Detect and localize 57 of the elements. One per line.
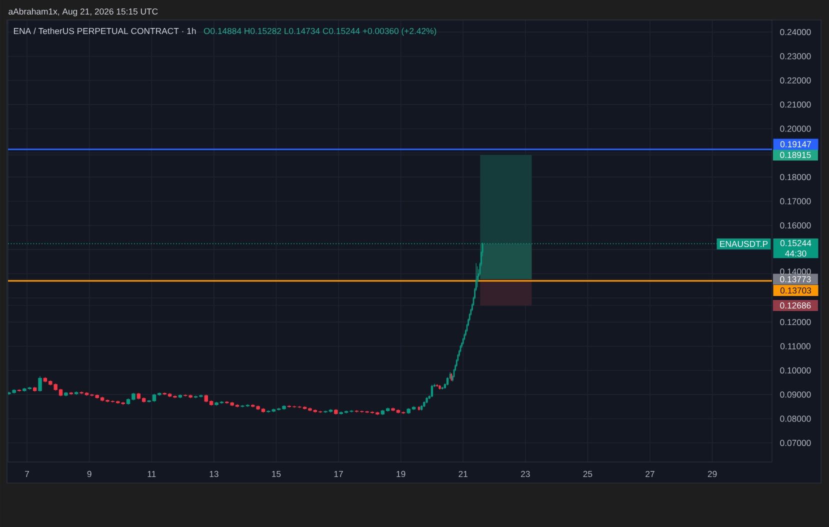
x-tick-label: 13: [210, 470, 218, 478]
y-tick-label: 0.10000: [780, 367, 811, 374]
text: aAbraham1x, Aug 21, 2026 15:15 UTC: [8, 8, 158, 16]
y-tick-label: 0.11000: [780, 343, 810, 350]
x-tick-label: 7: [25, 471, 30, 477]
candlestick: [32, 386, 37, 392]
x-tick-label: 21: [458, 470, 468, 478]
bar: [480, 244, 532, 280]
x-tick-label: 29: [708, 470, 717, 478]
x-tick-label: 15: [272, 470, 281, 478]
x-tick-label: 23: [521, 470, 530, 478]
y-tick-label: 0.18000: [780, 174, 811, 180]
y-tick-label: 0.09000: [780, 392, 811, 398]
candlestick: [441, 386, 444, 390]
candlestick: [423, 401, 426, 408]
y-tick-label: 0.16000: [780, 222, 811, 228]
candlestick: [17, 389, 22, 392]
y-tick-label: 0.18915: [780, 152, 811, 158]
text: O0.14884 H0.15282 L0.14734 C0.15244 +0.00360 (+2.42%): [204, 28, 436, 36]
y-tick-label: 0.22000: [780, 77, 811, 84]
candlestick: [426, 397, 428, 404]
y-tick-label: 0.14000: [780, 268, 811, 275]
candlestick: [430, 384, 434, 398]
candlestick: [420, 405, 423, 411]
y-tick-label: 0.17000: [780, 198, 811, 204]
candlestick: [74, 391, 78, 395]
candlestick: [38, 376, 42, 392]
bar: [480, 154, 532, 244]
candlestick: [436, 384, 438, 387]
ref-line-label: 0.13703: [780, 287, 812, 294]
candlestick: [438, 384, 441, 390]
x-tick-label: 9: [87, 470, 92, 478]
candlestick: [418, 406, 420, 411]
text: ENA / TetherUS PERPETUAL CONTRACT · 1h: [14, 28, 196, 34]
y-tick-label: 0.20000: [780, 126, 811, 132]
y-tick-label: 0.24000: [780, 29, 811, 36]
candlestick: [12, 389, 16, 394]
candlestick: [334, 409, 338, 415]
text: ENAUSDT.P: [720, 240, 768, 248]
bar: [480, 279, 532, 306]
x-tick-label: 11: [148, 471, 156, 477]
y-tick-label: 0.21000: [780, 102, 811, 108]
y-tick-label: 0.12686: [780, 302, 811, 309]
x-tick-label: 25: [583, 470, 592, 478]
y-tick-label: 0.08000: [780, 416, 811, 422]
y-tick-label: 0.07000: [780, 440, 811, 446]
x-tick-label: 27: [646, 470, 654, 478]
candlestick: [69, 392, 74, 395]
x-tick-label: 19: [396, 470, 406, 478]
y-tick-label: 0.23000: [780, 53, 811, 60]
y-tick-label: 0.13773: [780, 276, 811, 282]
candlestick: [178, 394, 182, 398]
ref-line-label: 0.19147: [780, 141, 811, 148]
y-tick-label: 0.12000: [780, 319, 811, 326]
ref-line-label: 0.15244 44:30: [780, 240, 812, 257]
x-tick-label: 17: [334, 471, 343, 477]
candlestick: [64, 392, 68, 396]
